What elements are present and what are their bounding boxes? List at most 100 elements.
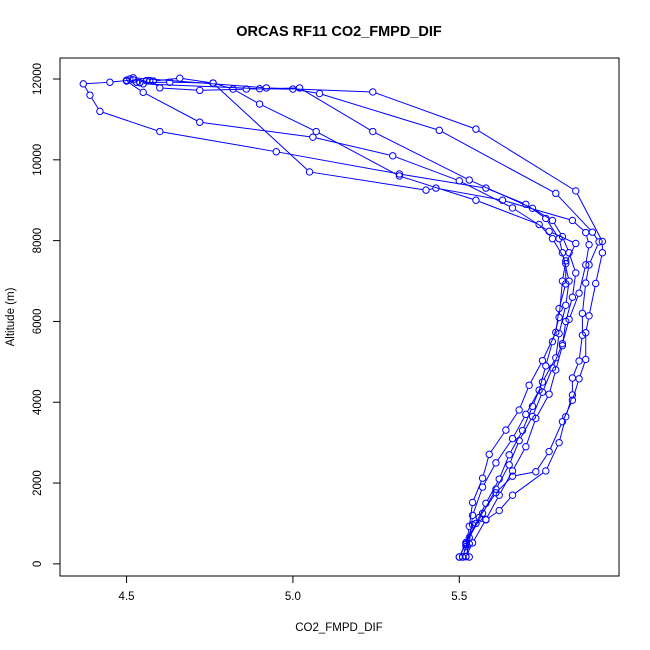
data-point <box>578 309 587 318</box>
data-point <box>595 238 603 246</box>
data-point <box>592 279 600 288</box>
series-segment <box>466 546 469 554</box>
series-segment <box>499 457 509 477</box>
data-point <box>522 410 530 419</box>
y-tick-label: 4000 <box>32 389 44 415</box>
series-segment <box>520 418 532 439</box>
series-segment <box>563 239 569 250</box>
series-segment <box>553 346 562 366</box>
data-point <box>472 519 480 528</box>
y-tick-label: 0 <box>32 561 44 567</box>
data-point <box>262 84 270 92</box>
data-point <box>505 461 513 469</box>
series-segment <box>482 457 489 476</box>
series-2 <box>149 74 570 561</box>
series-segment <box>395 156 457 181</box>
data-point <box>255 100 264 108</box>
data-point <box>176 74 184 82</box>
series-segment <box>559 241 563 250</box>
data-point <box>96 107 104 116</box>
series-segment <box>576 193 602 239</box>
series-segment <box>585 247 590 262</box>
y-axis-label: Altitude (m) <box>5 287 17 346</box>
series-segment <box>488 511 497 519</box>
data-point <box>209 79 217 87</box>
series-segment <box>514 209 547 231</box>
data-point <box>545 447 553 456</box>
data-point <box>272 148 280 156</box>
data-point <box>309 133 317 141</box>
series-segment <box>441 131 554 193</box>
series-segment <box>565 284 570 303</box>
series-segment <box>496 467 509 487</box>
series-segment <box>202 122 310 138</box>
series-segment <box>429 188 433 190</box>
data-point <box>525 381 533 389</box>
series-segment <box>473 521 485 541</box>
series-7 <box>122 74 607 561</box>
series-segment <box>202 88 244 91</box>
data-point <box>492 489 500 497</box>
series-segment <box>84 86 89 93</box>
data-point <box>305 168 314 176</box>
series-segment <box>102 111 157 131</box>
series-segment <box>471 180 530 208</box>
series-segment <box>262 105 314 131</box>
data-point <box>572 239 580 248</box>
data-point <box>505 451 513 459</box>
series-3 <box>146 76 580 561</box>
series-segment <box>549 424 562 449</box>
series-segment <box>315 137 390 156</box>
data-point <box>555 438 563 447</box>
data-point <box>542 362 550 370</box>
series-segment <box>557 195 591 231</box>
data-point <box>495 506 503 515</box>
data-point <box>568 396 577 404</box>
data-point <box>565 315 573 324</box>
series-segment <box>302 89 371 131</box>
data-point <box>312 127 320 136</box>
data-point <box>106 78 114 86</box>
series-segment <box>589 286 596 313</box>
data-point <box>458 553 467 561</box>
data-point <box>472 196 480 204</box>
data-point <box>582 329 590 337</box>
data-point <box>462 542 470 551</box>
series-segment <box>469 505 473 524</box>
series-segment <box>558 284 563 315</box>
series-segment <box>555 311 560 330</box>
series-segment <box>476 505 485 521</box>
series-segment <box>536 396 549 416</box>
data-point <box>472 125 480 133</box>
series-segment <box>402 176 474 200</box>
data-point <box>315 89 324 98</box>
series-5 <box>136 78 593 561</box>
series-6 <box>136 78 603 561</box>
series-segment <box>569 255 576 271</box>
data-point <box>156 127 164 136</box>
series-segment <box>569 295 579 317</box>
series-segment <box>510 433 522 453</box>
data-point <box>468 511 477 520</box>
data-point <box>542 467 550 475</box>
series-segment <box>573 363 579 376</box>
series-segment <box>566 246 575 262</box>
series-segment <box>182 78 210 84</box>
data-point <box>582 228 590 237</box>
data-point <box>555 329 563 338</box>
series-segment <box>586 235 589 242</box>
data-point <box>575 375 583 383</box>
data-point <box>555 313 563 322</box>
data-point <box>575 289 583 297</box>
data-point <box>139 80 147 88</box>
data-point <box>485 450 493 459</box>
data-point <box>562 259 570 268</box>
series-segment <box>490 432 505 453</box>
plot-area <box>79 74 607 561</box>
series-segment <box>514 472 544 494</box>
series-segment <box>480 495 495 516</box>
series-segment <box>559 286 566 306</box>
series-segment <box>553 222 562 235</box>
data-point <box>538 388 547 396</box>
data-point <box>568 293 577 301</box>
